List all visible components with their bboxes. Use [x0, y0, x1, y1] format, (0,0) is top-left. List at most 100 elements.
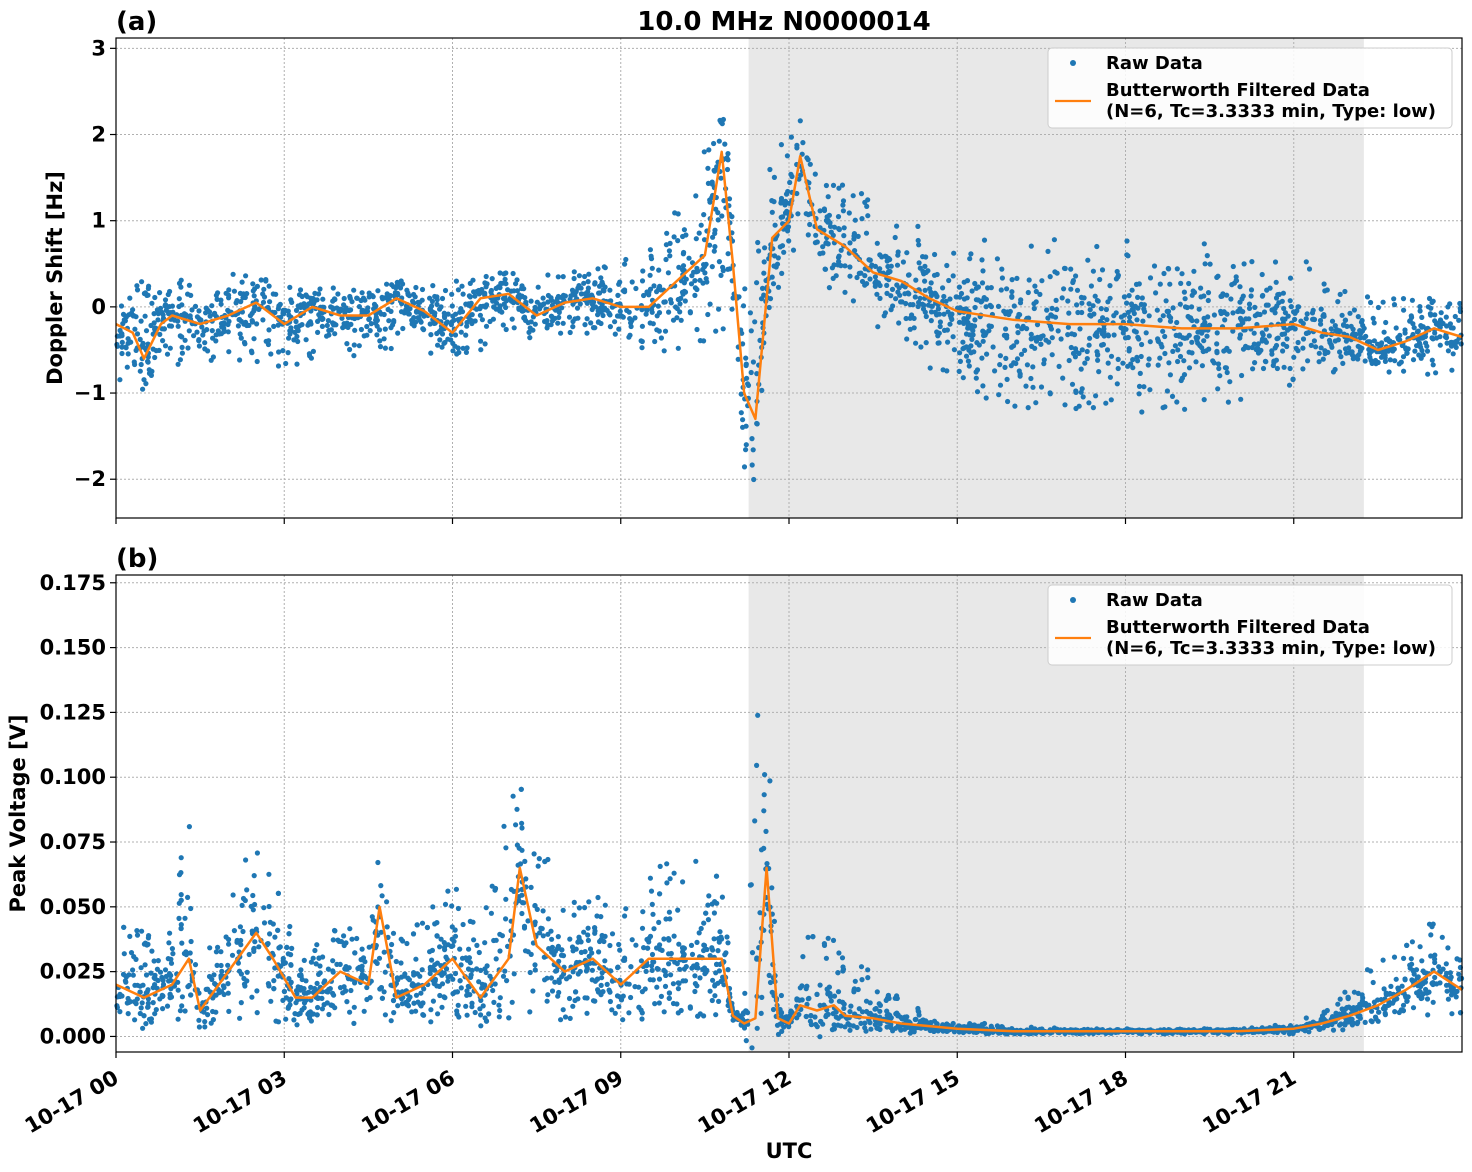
- raw-data-point: [453, 886, 459, 892]
- raw-data-point: [721, 982, 727, 988]
- raw-data-point: [545, 272, 551, 278]
- raw-data-point: [1313, 344, 1319, 350]
- raw-data-point: [967, 332, 973, 338]
- raw-data-point: [347, 293, 353, 300]
- raw-data-point: [836, 950, 842, 956]
- raw-data-point: [544, 975, 550, 981]
- raw-data-point: [251, 948, 257, 955]
- raw-data-point: [707, 953, 713, 959]
- raw-data-point: [317, 963, 323, 969]
- raw-data-point: [293, 318, 299, 325]
- raw-data-point: [712, 168, 718, 174]
- raw-data-point: [612, 331, 618, 337]
- raw-data-point: [1411, 325, 1417, 331]
- raw-data-point: [1432, 312, 1438, 318]
- raw-data-point: [142, 962, 148, 968]
- raw-data-point: [209, 328, 215, 334]
- legend-raw-label: Raw Data: [1106, 53, 1203, 74]
- raw-data-point: [675, 211, 681, 217]
- raw-data-point: [1362, 358, 1368, 364]
- raw-data-point: [382, 345, 388, 351]
- chart-panel-b: 0.1750.1500.1250.1000.0750.0500.0250.000…: [6, 544, 1465, 1163]
- raw-data-point: [766, 972, 772, 979]
- raw-data-point: [354, 935, 360, 942]
- raw-data-point: [505, 287, 511, 293]
- raw-data-point: [907, 1025, 914, 1031]
- raw-data-point: [817, 1002, 823, 1009]
- raw-data-point: [239, 279, 245, 285]
- raw-data-point: [1285, 313, 1291, 319]
- raw-data-point: [884, 290, 890, 296]
- raw-data-point: [1015, 330, 1021, 336]
- raw-data-point: [153, 348, 159, 354]
- raw-data-point: [835, 989, 842, 995]
- raw-data-point: [1400, 1002, 1407, 1008]
- raw-data-point: [1287, 298, 1293, 304]
- raw-data-point: [1074, 287, 1081, 293]
- raw-data-point: [676, 264, 682, 270]
- raw-data-point: [179, 994, 185, 1000]
- raw-data-point: [651, 283, 657, 289]
- raw-data-point: [716, 259, 723, 265]
- raw-data-point: [589, 967, 596, 973]
- raw-data-point: [430, 904, 436, 910]
- raw-data-point: [1337, 349, 1343, 355]
- raw-data-point: [1281, 364, 1287, 370]
- raw-data-point: [1239, 372, 1245, 379]
- raw-data-point: [335, 291, 341, 297]
- raw-data-point: [460, 291, 466, 297]
- raw-data-point: [549, 988, 556, 994]
- raw-data-point: [218, 301, 224, 307]
- raw-data-point: [999, 275, 1006, 281]
- raw-data-point: [814, 1024, 820, 1030]
- raw-data-point: [331, 322, 337, 328]
- raw-data-point: [319, 1006, 325, 1012]
- raw-data-point: [539, 302, 545, 308]
- raw-data-point: [855, 233, 861, 239]
- raw-data-point: [452, 332, 459, 338]
- raw-data-point: [582, 995, 588, 1001]
- raw-data-point: [1066, 310, 1072, 316]
- raw-data-point: [830, 182, 837, 188]
- raw-data-point: [1287, 275, 1294, 281]
- raw-data-point: [237, 1015, 243, 1021]
- raw-data-point: [188, 292, 194, 298]
- raw-data-point: [545, 299, 551, 305]
- raw-data-point: [1404, 998, 1410, 1004]
- raw-data-point: [223, 290, 229, 296]
- raw-data-point: [904, 336, 910, 342]
- raw-data-point: [503, 845, 509, 851]
- legend-filtered-label: Butterworth Filtered Data: [1106, 80, 1370, 101]
- raw-data-point: [923, 340, 929, 346]
- raw-data-point: [443, 320, 449, 327]
- raw-data-point: [1425, 1012, 1431, 1018]
- raw-data-point: [1319, 333, 1325, 339]
- raw-data-point: [202, 340, 208, 346]
- raw-data-point: [1321, 1009, 1327, 1015]
- raw-data-point: [1380, 957, 1386, 963]
- raw-data-point: [167, 310, 174, 316]
- raw-data-point: [1235, 308, 1241, 315]
- raw-data-point: [250, 288, 256, 294]
- raw-data-point: [725, 157, 731, 163]
- raw-data-point: [231, 288, 237, 294]
- raw-data-point: [226, 1008, 232, 1015]
- raw-data-point: [682, 978, 689, 984]
- raw-data-point: [1439, 934, 1445, 940]
- raw-data-point: [438, 936, 444, 942]
- raw-data-point: [540, 295, 546, 301]
- raw-data-point: [409, 1009, 415, 1015]
- raw-data-point: [1417, 944, 1423, 950]
- raw-data-point: [186, 824, 192, 830]
- raw-data-point: [640, 909, 646, 915]
- raw-data-point: [626, 334, 632, 340]
- raw-data-point: [876, 267, 882, 273]
- raw-data-point: [1164, 388, 1170, 394]
- raw-data-point: [1214, 350, 1220, 356]
- raw-data-point: [441, 340, 447, 346]
- raw-data-point: [582, 273, 588, 280]
- raw-data-point: [314, 942, 320, 948]
- raw-data-point: [1017, 373, 1023, 379]
- raw-data-point: [1126, 346, 1132, 352]
- raw-data-point: [549, 936, 555, 942]
